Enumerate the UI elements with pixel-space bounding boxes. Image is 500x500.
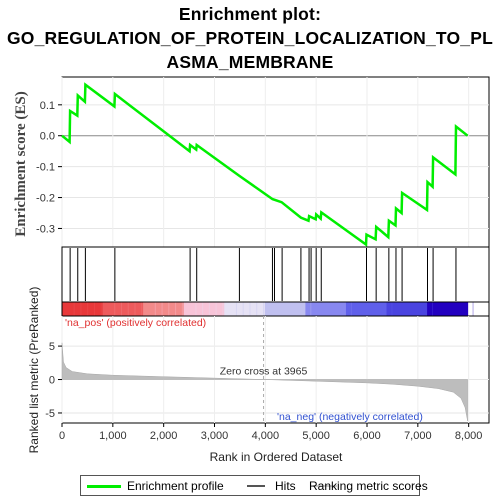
x-tick-label: 6,000 — [353, 430, 381, 442]
heatmap-segment — [427, 302, 469, 316]
legend-swatch-hits — [247, 485, 265, 487]
legend-label-ranking: Ranking metric scores — [309, 479, 428, 493]
x-tick-label: 2,000 — [150, 430, 178, 442]
legend: Enrichment profile Hits Ranking metric s… — [80, 475, 428, 496]
es-tick-label: -0.3 — [36, 223, 55, 235]
rank-metric-y-axis-label: Ranked list metric (PreRanked) — [27, 287, 41, 454]
heatmap-segment — [143, 302, 185, 316]
es-gridlines — [61, 77, 489, 247]
rank-metric-y-ticks: -5 0 5 — [45, 341, 62, 420]
enrichment-profile-line — [61, 82, 469, 247]
heatmap-segment — [305, 302, 347, 316]
es-y-axis-label: Enrichment score (ES) — [13, 91, 29, 237]
x-tick-label: 4,000 — [252, 430, 280, 442]
x-tick-label: 8,000 — [455, 430, 483, 442]
es-y-ticks: -0.3 -0.2 -0.1 0.0 0.1 — [36, 100, 62, 235]
chart-title-line-1: Enrichment plot: — [178, 4, 322, 24]
hit-lines — [69, 248, 457, 301]
heatmap-segment — [264, 302, 306, 316]
zero-cross-annotation: Zero cross at 3965 — [220, 366, 308, 378]
chart-title-line-2: GO_REGULATION_OF_PROTEIN_LOCALIZATION_TO… — [6, 28, 493, 48]
ranked-heatmap-bar — [62, 302, 474, 316]
heatmap-segment — [386, 302, 428, 316]
x-axis-label: Rank in Ordered Dataset — [210, 450, 343, 464]
hits-panel-frame — [61, 246, 490, 303]
legend-swatch-ranking — [313, 485, 337, 487]
rank-metric-tick-label: -5 — [45, 408, 55, 420]
es-tick-label: 0.0 — [40, 131, 55, 143]
heatmap-segment — [183, 302, 225, 316]
legend-label-hits: Hits — [275, 479, 296, 493]
es-tick-label: 0.1 — [40, 100, 55, 112]
rank-metric-tick-label: 0 — [49, 375, 55, 387]
x-tick-label: 1,000 — [99, 430, 127, 442]
chart-title-line-3: ASMA_MEMBRANE — [166, 52, 334, 72]
x-tick-label: 7,000 — [404, 430, 432, 442]
legend-swatch-enrichment — [87, 485, 121, 488]
es-tick-label: -0.2 — [36, 193, 55, 205]
heatmap-segment — [345, 302, 388, 316]
x-tick-label: 3,000 — [201, 430, 229, 442]
na-neg-annotation: 'na_neg' (negatively correlated) — [277, 411, 423, 423]
heatmap-segment — [62, 302, 104, 316]
x-tick-label: 0 — [59, 430, 65, 442]
ranking-metric-area — [61, 342, 468, 422]
x-axis-ticks: 0 1,000 2,000 3,000 4,000 5,000 6,000 7,000 8,00… — [59, 423, 482, 442]
heatmap-segment — [224, 302, 266, 316]
heatmap-segment — [102, 302, 144, 316]
legend-label-enrichment: Enrichment profile — [127, 479, 224, 493]
rank-metric-tick-label: 5 — [49, 341, 55, 353]
na-pos-annotation: 'na_pos' (positively correlated) — [65, 317, 206, 329]
x-tick-label: 5,000 — [302, 430, 330, 442]
es-tick-label: -0.1 — [36, 162, 55, 174]
